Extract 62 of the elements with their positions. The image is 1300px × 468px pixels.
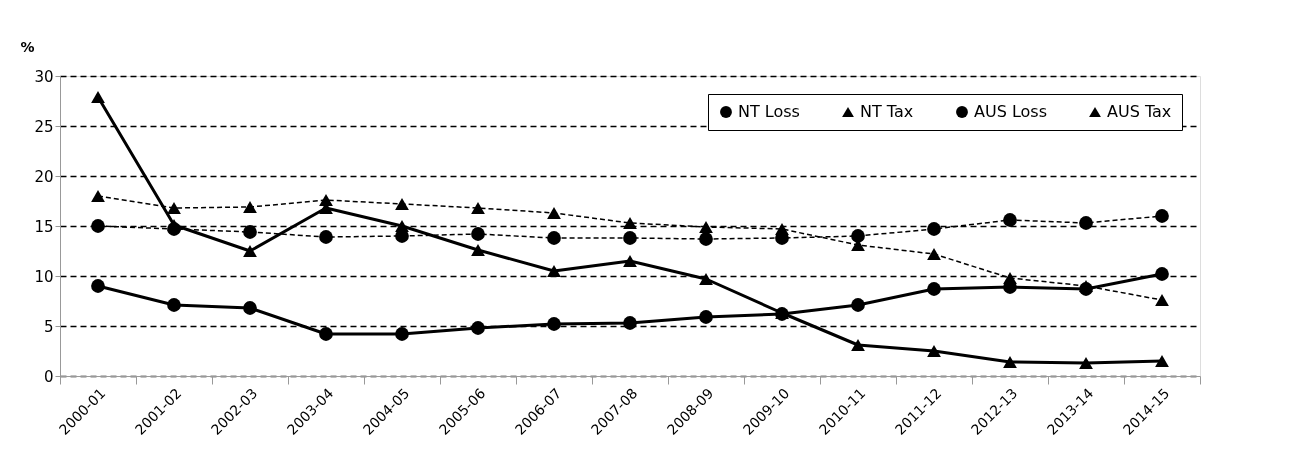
point [851,229,865,243]
point [699,310,713,324]
point [167,222,181,236]
point [471,202,485,214]
point [167,202,181,214]
point [1003,213,1017,227]
point [547,231,561,245]
point [319,230,333,244]
point [699,273,713,285]
y-tick-label: 30 [34,67,54,86]
point [319,327,333,341]
point [623,255,637,267]
point [1155,355,1169,367]
legend-label: NT Loss [738,102,800,121]
point [1003,356,1017,368]
legend-label: AUS Loss [974,102,1047,121]
point [927,282,941,296]
point [243,301,257,315]
point [471,227,485,241]
point [1003,272,1017,284]
point [775,223,789,235]
point [243,201,257,213]
point [623,316,637,330]
point [699,221,713,233]
legend-label: AUS Tax [1107,102,1172,121]
point [91,190,105,202]
point [1155,294,1169,306]
point [243,245,257,257]
point [927,248,941,260]
point [1079,280,1093,292]
y-tick-label: 0 [43,367,54,386]
point [243,225,257,239]
point [91,219,105,233]
point [547,265,561,277]
point [1155,267,1169,281]
point [167,298,181,312]
point [851,339,865,351]
point [1155,209,1169,223]
point [91,279,105,293]
point [623,217,637,229]
y-tick-label: 15 [34,217,54,236]
point [319,194,333,206]
point [851,298,865,312]
y-tick-label: 25 [34,117,54,136]
y-tick-label: 10 [34,267,54,286]
y-tick-label: 5 [43,317,54,336]
point [395,327,409,341]
point [699,232,713,246]
y-tick-label: 20 [34,167,54,186]
point [91,91,105,103]
point [623,231,637,245]
legend-label: NT Tax [860,102,914,121]
point [547,207,561,219]
point [471,321,485,335]
point [395,198,409,210]
point [547,317,561,331]
point [1079,216,1093,230]
point [471,244,485,256]
point [927,345,941,357]
y-axis-title: % [20,38,35,55]
point [1079,357,1093,369]
point [927,222,941,236]
